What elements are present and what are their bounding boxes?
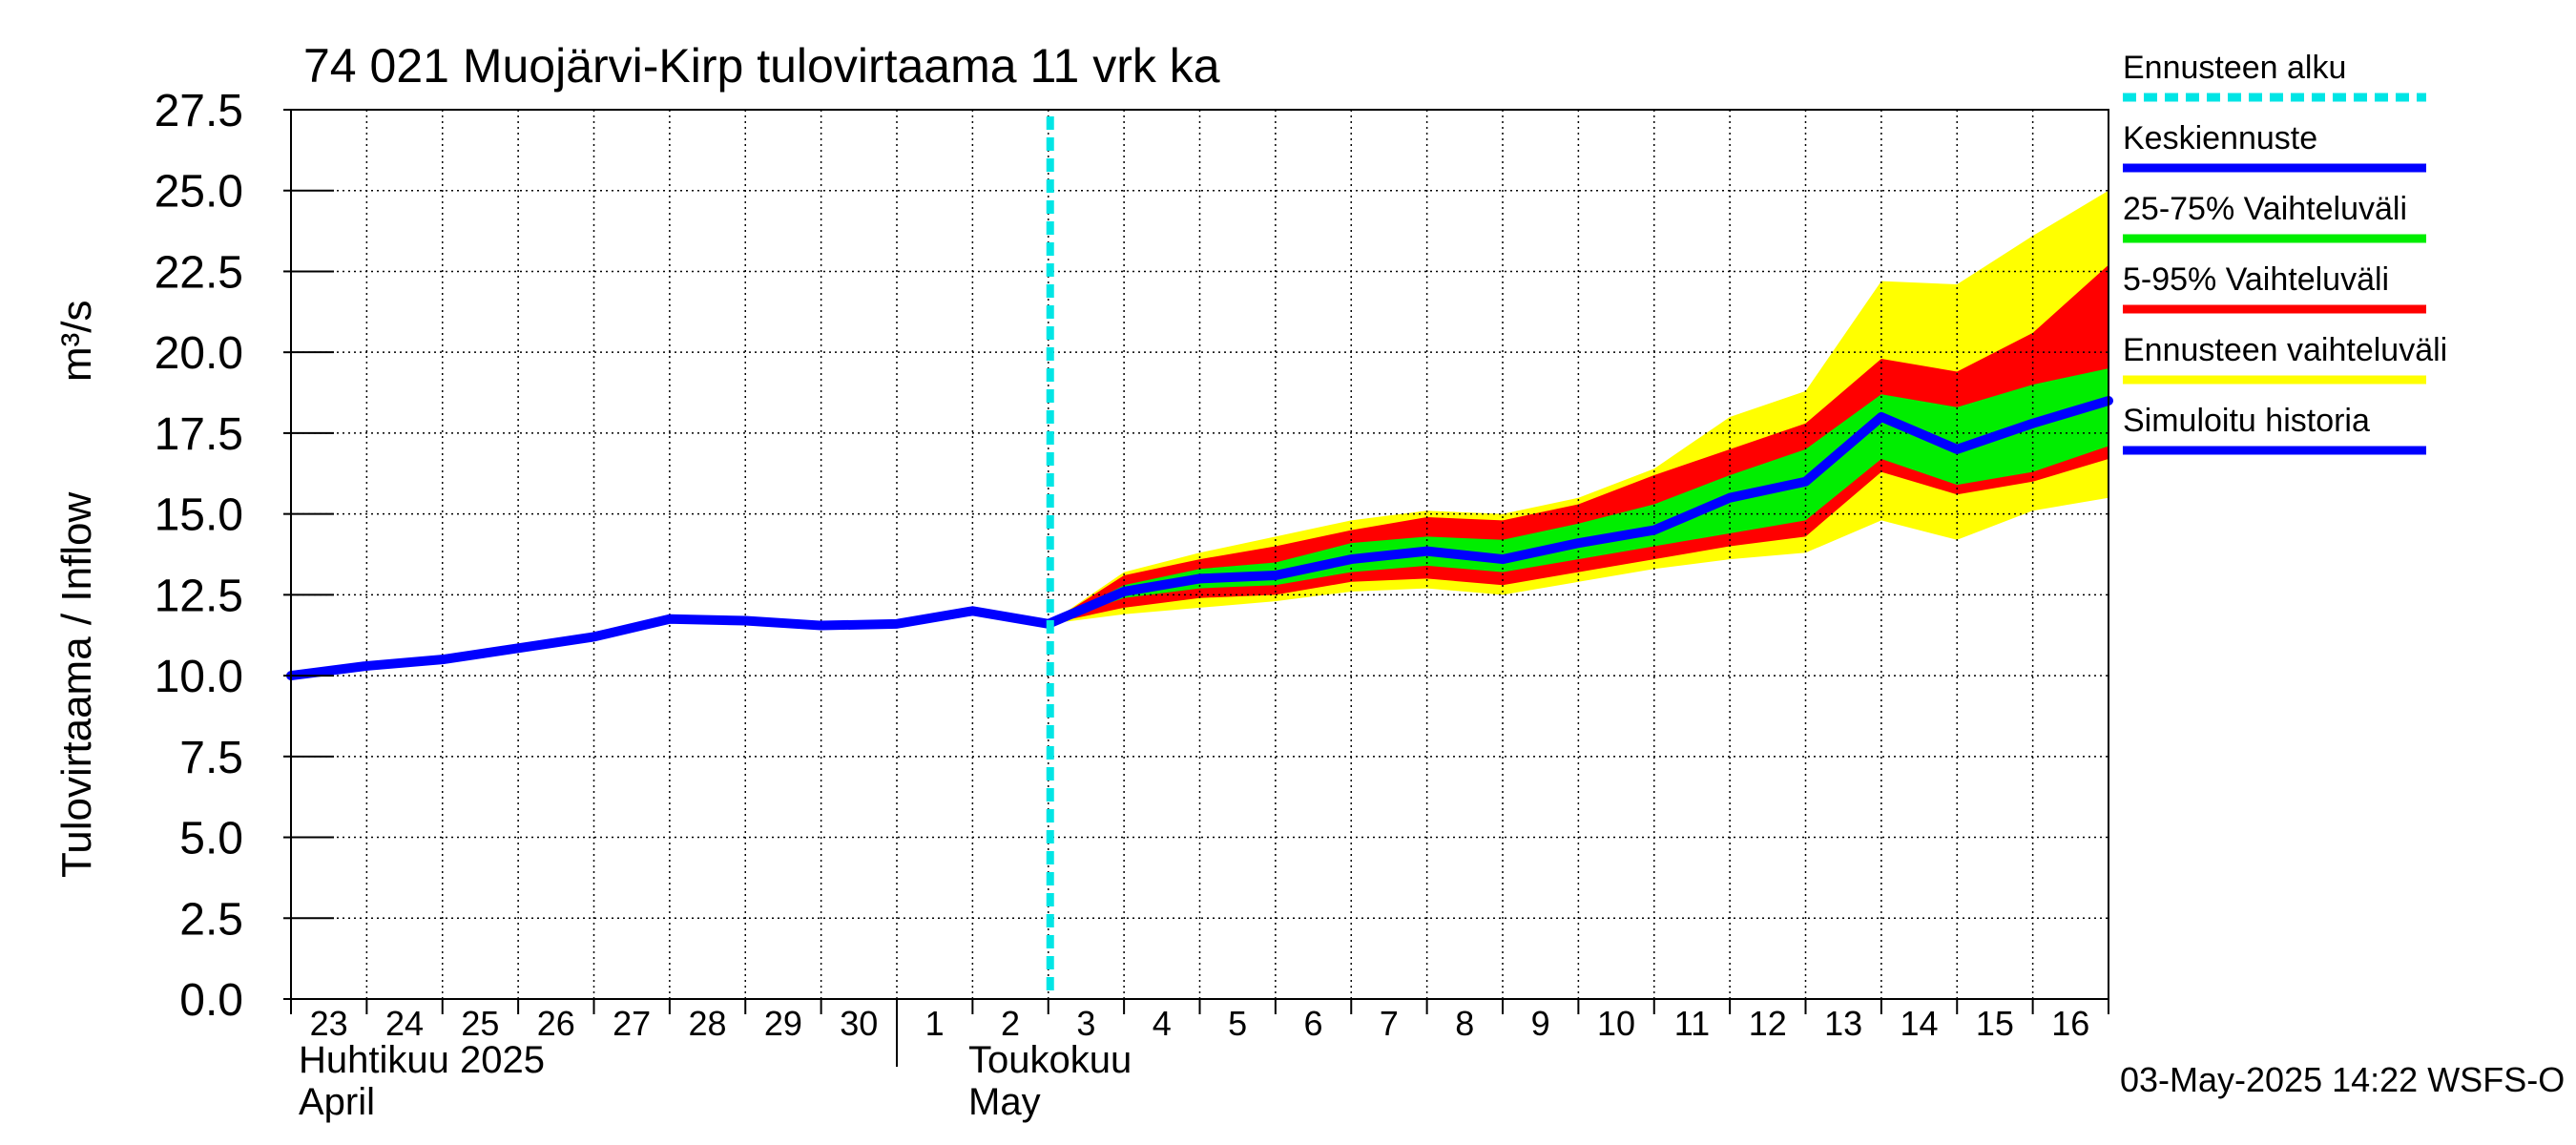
legend-label: Ennusteen vaihteluväli bbox=[2123, 332, 2447, 368]
y-tick-label: 20.0 bbox=[155, 328, 243, 379]
x-tick-label: 12 bbox=[1749, 1004, 1787, 1043]
x-tick-label: 13 bbox=[1824, 1004, 1862, 1043]
x-tick-label: 6 bbox=[1304, 1004, 1323, 1043]
legend-label: Ennusteen alku bbox=[2123, 50, 2346, 86]
x-tick-label: 26 bbox=[537, 1004, 575, 1043]
y-tick-label: 5.0 bbox=[179, 814, 243, 864]
legend-label: Keskiennuste bbox=[2123, 120, 2317, 156]
y-tick-label: 0.0 bbox=[179, 975, 243, 1026]
x-tick-label: 25 bbox=[461, 1004, 499, 1043]
x-tick-label: 16 bbox=[2051, 1004, 2089, 1043]
legend-label: Simuloitu historia bbox=[2123, 403, 2370, 439]
x-tick-label: 28 bbox=[689, 1004, 727, 1043]
month-label-en: April bbox=[299, 1081, 375, 1123]
y-axis-label: Tulovirtaama / Inflow bbox=[53, 491, 100, 878]
y-tick-label: 17.5 bbox=[155, 409, 243, 460]
band-2 bbox=[1048, 368, 2109, 624]
x-tick-label: 3 bbox=[1076, 1004, 1095, 1043]
y-tick-label: 2.5 bbox=[179, 894, 243, 945]
y-tick-label: 10.0 bbox=[155, 652, 243, 702]
x-tick-label: 2 bbox=[1001, 1004, 1020, 1043]
x-tick-label: 10 bbox=[1597, 1004, 1635, 1043]
month-label-en: May bbox=[968, 1081, 1041, 1123]
series-line-0 bbox=[286, 606, 1053, 681]
x-tick-label: 4 bbox=[1153, 1004, 1172, 1043]
x-tick-label: 14 bbox=[1901, 1004, 1939, 1043]
month-label-fi: Toukokuu bbox=[968, 1039, 1132, 1081]
x-tick-label: 9 bbox=[1531, 1004, 1550, 1043]
legend-label: 5-95% Vaihteluväli bbox=[2123, 261, 2389, 298]
month-label-fi: Huhtikuu 2025 bbox=[299, 1039, 545, 1081]
x-tick-label: 7 bbox=[1380, 1004, 1399, 1043]
y-tick-label: 15.0 bbox=[155, 490, 243, 541]
y-tick-label: 22.5 bbox=[155, 247, 243, 298]
x-tick-label: 27 bbox=[613, 1004, 651, 1043]
x-tick-label: 1 bbox=[925, 1004, 945, 1043]
chart-plot: 0.0 2.5 5.0 7.5 10.0 12.5 15.0 17.5 20.0 22.5 25.0… bbox=[155, 50, 2448, 1123]
y-axis-unit: m³/s bbox=[53, 300, 100, 382]
x-tick-label: 11 bbox=[1674, 1004, 1710, 1043]
legend: Ennusteen alku Keskiennuste 25-75% Vaihtel… bbox=[2123, 50, 2447, 455]
y-tick-label: 7.5 bbox=[179, 733, 243, 783]
x-tick-label: 23 bbox=[310, 1004, 348, 1043]
x-tick-label: 24 bbox=[385, 1004, 424, 1043]
x-tick-label: 15 bbox=[1976, 1004, 2014, 1043]
y-tick-label: 12.5 bbox=[155, 571, 243, 621]
legend-label: 25-75% Vaihteluväli bbox=[2123, 191, 2407, 227]
x-tick-label: 5 bbox=[1228, 1004, 1247, 1043]
timestamp-footer: 03-May-2025 14:22 WSFS-O bbox=[2120, 1060, 2565, 1099]
x-tick-label: 29 bbox=[764, 1004, 802, 1043]
chart-title: 74 021 Muojärvi-Kirp tulovirtaama 11 vrk… bbox=[303, 39, 1220, 93]
series-line-1 bbox=[1043, 396, 2113, 629]
x-tick-label: 30 bbox=[840, 1004, 878, 1043]
y-tick-label: 27.5 bbox=[155, 86, 243, 136]
band-0 bbox=[1048, 190, 2109, 624]
x-tick-label: 8 bbox=[1455, 1004, 1474, 1043]
y-tick-label: 25.0 bbox=[155, 167, 243, 218]
